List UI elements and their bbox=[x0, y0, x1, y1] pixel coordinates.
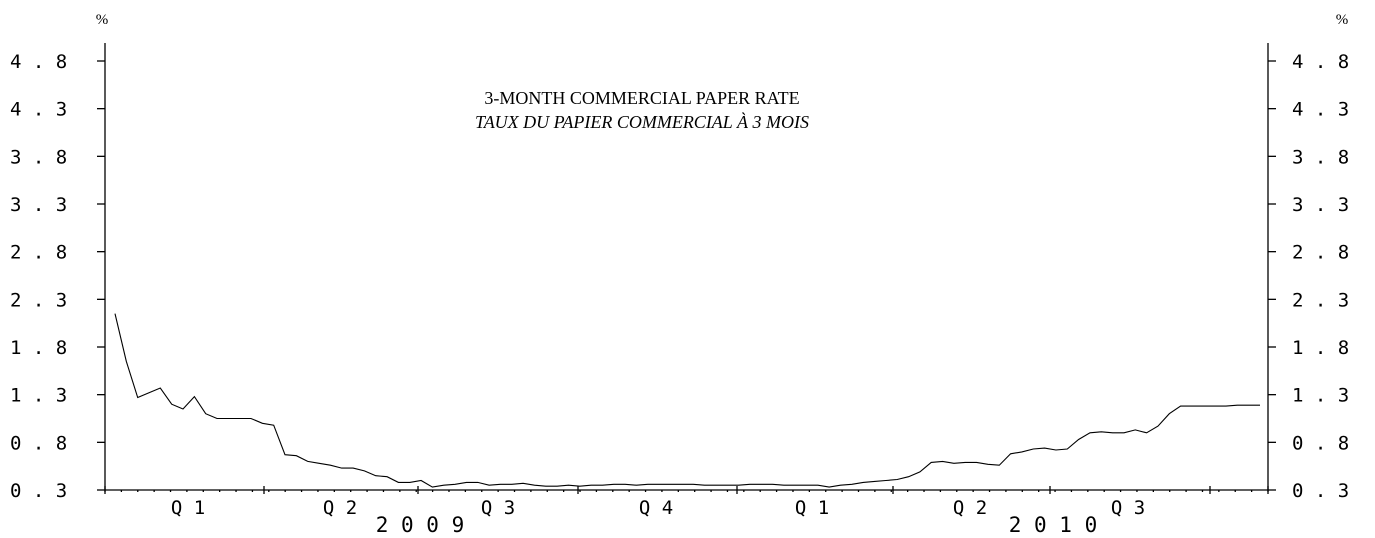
x-year-label: 2 0 1 0 bbox=[1009, 513, 1098, 537]
y-tick-label-right: 3 . 3 bbox=[1292, 194, 1349, 216]
y-tick-label-left: 4 . 8 bbox=[10, 51, 67, 73]
y-unit-label-right: % bbox=[1336, 12, 1349, 28]
y-axis-right: 0 . 3 0 . 8 1 . 3 1 . 8 2 . 3 2 . 8 3 . 3 3 . 8… bbox=[1268, 51, 1349, 502]
y-tick-label-right: 2 . 3 bbox=[1292, 289, 1349, 311]
y-tick-label-left: 1 . 3 bbox=[10, 385, 67, 407]
x-quarter-label: Q 4 bbox=[639, 497, 673, 519]
x-quarter-label: Q 1 bbox=[171, 497, 205, 519]
series-line bbox=[114, 313, 1260, 488]
y-tick-label-left: 0 . 3 bbox=[10, 480, 67, 502]
chart-subtitle: TAUX DU PAPIER COMMERCIAL À 3 MOIS bbox=[475, 111, 809, 132]
x-axis: Q 1 Q 2 Q 3 Q 4 Q 1 Q 2 Q 3 2 0 0 9 2 0 1 0 bbox=[104, 486, 1269, 537]
chart-axes bbox=[104, 43, 1269, 491]
y-tick-label-right: 3 . 8 bbox=[1292, 146, 1349, 168]
y-tick-label-right: 1 . 8 bbox=[1292, 337, 1349, 359]
y-tick-label-left: 1 . 8 bbox=[10, 337, 67, 359]
x-year-label: 2 0 0 9 bbox=[376, 513, 465, 537]
x-quarter-label: Q 2 bbox=[953, 497, 987, 519]
chart-title: 3-MONTH COMMERCIAL PAPER RATE bbox=[484, 88, 799, 108]
y-tick-label-right: 4 . 8 bbox=[1292, 51, 1349, 73]
y-tick-label-left: 2 . 8 bbox=[10, 242, 67, 264]
y-tick-label-right: 1 . 3 bbox=[1292, 385, 1349, 407]
x-quarter-label: Q 1 bbox=[795, 497, 829, 519]
y-tick-label-right: 4 . 3 bbox=[1292, 99, 1349, 121]
y-tick-label-right: 2 . 8 bbox=[1292, 242, 1349, 264]
y-tick-label-left: 0 . 8 bbox=[10, 432, 67, 454]
x-quarter-label: Q 3 bbox=[481, 497, 515, 519]
series-group bbox=[114, 313, 1260, 488]
y-tick-label-left: 4 . 3 bbox=[10, 99, 67, 121]
y-tick-label-left: 3 . 8 bbox=[10, 146, 67, 168]
y-unit-label-left: % bbox=[96, 12, 109, 28]
y-tick-label-left: 2 . 3 bbox=[10, 289, 67, 311]
y-axis-left: 0 . 3 0 . 8 1 . 3 1 . 8 2 . 3 2 . 8 3 . 3 3 . 8… bbox=[10, 51, 105, 502]
x-quarter-label: Q 3 bbox=[1111, 497, 1145, 519]
y-tick-label-right: 0 . 3 bbox=[1292, 480, 1349, 502]
y-tick-label-right: 0 . 8 bbox=[1292, 432, 1349, 454]
x-quarter-label: Q 2 bbox=[323, 497, 357, 519]
y-tick-label-left: 3 . 3 bbox=[10, 194, 67, 216]
